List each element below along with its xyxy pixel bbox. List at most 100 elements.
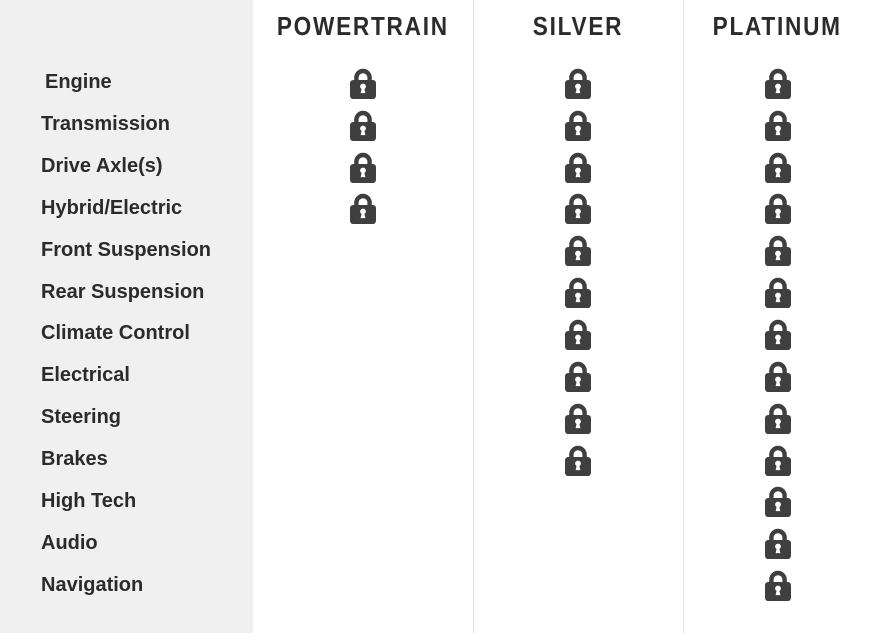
coverage-cell xyxy=(473,355,683,397)
coverage-cell xyxy=(253,313,473,355)
coverage-cell xyxy=(253,104,473,146)
row-label: Navigation xyxy=(41,573,144,596)
coverage-cell xyxy=(683,271,872,313)
row-label: Steering xyxy=(41,406,122,429)
coverage-cell xyxy=(473,104,683,146)
lock-icon xyxy=(764,361,791,392)
lock-icon xyxy=(565,236,591,267)
coverage-cell xyxy=(683,355,872,397)
coverage-cell xyxy=(473,480,683,522)
coverage-cell xyxy=(683,522,872,564)
row-label: Climate Control xyxy=(41,322,190,345)
lock-icon xyxy=(565,194,591,225)
row-label: Brakes xyxy=(41,448,108,471)
row-label: Audio xyxy=(41,531,98,554)
lock-icon xyxy=(565,68,591,99)
lock-icon xyxy=(764,487,791,518)
sidebar-background xyxy=(0,0,253,633)
coverage-cell xyxy=(683,146,872,188)
lock-icon xyxy=(764,194,791,225)
row-label-cell: Engine xyxy=(0,62,253,104)
coverage-cell xyxy=(253,397,473,439)
coverage-cell xyxy=(253,62,473,104)
row-label-cell: Audio xyxy=(0,522,253,564)
row-label-cell: Drive Axle(s) xyxy=(0,146,253,188)
row-label-cell: Brakes xyxy=(0,439,253,481)
row-label-cell: Hybrid/Electric xyxy=(0,188,253,230)
row-label-cell: High Tech xyxy=(0,480,253,522)
coverage-cell xyxy=(683,62,872,104)
row-label: High Tech xyxy=(41,489,137,512)
coverage-cell xyxy=(683,439,872,481)
coverage-cell xyxy=(253,271,473,313)
coverage-cell xyxy=(473,62,683,104)
column-divider xyxy=(473,0,474,633)
plan-header-label: PLATINUM xyxy=(712,11,843,41)
lock-icon xyxy=(565,110,591,141)
coverage-cell xyxy=(473,564,683,606)
coverage-cell xyxy=(683,480,872,522)
lock-icon xyxy=(764,152,791,183)
row-label-cell: Front Suspension xyxy=(0,229,253,271)
row-label: Drive Axle(s) xyxy=(41,155,163,178)
lock-icon xyxy=(764,110,791,141)
lock-icon xyxy=(764,68,791,99)
coverage-cell xyxy=(253,564,473,606)
corner-spacer xyxy=(0,0,253,62)
coverage-cell xyxy=(473,439,683,481)
plan-header-powertrain: POWERTRAIN xyxy=(253,0,473,62)
coverage-cell xyxy=(473,271,683,313)
coverage-cell xyxy=(683,104,872,146)
lock-icon xyxy=(350,152,376,183)
coverage-cell xyxy=(683,188,872,230)
coverage-cell xyxy=(253,229,473,271)
lock-icon xyxy=(565,403,591,434)
coverage-cell xyxy=(683,397,872,439)
coverage-cell xyxy=(683,564,872,606)
row-label: Engine xyxy=(45,71,112,94)
coverage-cell xyxy=(253,480,473,522)
column-divider xyxy=(683,0,684,633)
coverage-cell xyxy=(473,229,683,271)
row-label-cell: Steering xyxy=(0,397,253,439)
row-label-cell: Transmission xyxy=(0,104,253,146)
coverage-cell xyxy=(683,313,872,355)
coverage-cell xyxy=(253,522,473,564)
coverage-cell xyxy=(253,439,473,481)
lock-icon xyxy=(565,319,591,350)
coverage-cell xyxy=(253,188,473,230)
lock-icon xyxy=(764,236,791,267)
row-label-cell: Navigation xyxy=(0,564,253,606)
plan-header-silver: SILVER xyxy=(473,0,683,62)
lock-icon xyxy=(764,570,791,602)
row-label: Hybrid/Electric xyxy=(41,196,183,219)
coverage-cell xyxy=(253,355,473,397)
lock-icon xyxy=(565,361,591,392)
lock-icon xyxy=(565,445,591,476)
plan-header-platinum: PLATINUM xyxy=(683,0,872,62)
coverage-cell xyxy=(473,146,683,188)
lock-icon xyxy=(764,319,791,350)
row-label: Electrical xyxy=(41,364,130,387)
coverage-cell xyxy=(473,522,683,564)
coverage-cell xyxy=(473,188,683,230)
row-label-cell: Rear Suspension xyxy=(0,271,253,313)
coverage-cell xyxy=(473,397,683,439)
row-label: Front Suspension xyxy=(41,238,211,261)
lock-icon xyxy=(565,152,591,183)
lock-icon xyxy=(764,403,791,434)
lock-icon xyxy=(764,277,791,309)
row-label-cell: Climate Control xyxy=(0,313,253,355)
coverage-cell xyxy=(683,229,872,271)
lock-icon xyxy=(350,110,376,141)
row-label: Rear Suspension xyxy=(41,280,205,303)
coverage-cell xyxy=(473,313,683,355)
lock-icon xyxy=(764,529,791,560)
row-label: Transmission xyxy=(41,113,170,136)
plan-header-label: POWERTRAIN xyxy=(277,11,449,41)
row-label-cell: Electrical xyxy=(0,355,253,397)
plan-header-label: SILVER xyxy=(532,11,624,41)
coverage-cell xyxy=(253,146,473,188)
